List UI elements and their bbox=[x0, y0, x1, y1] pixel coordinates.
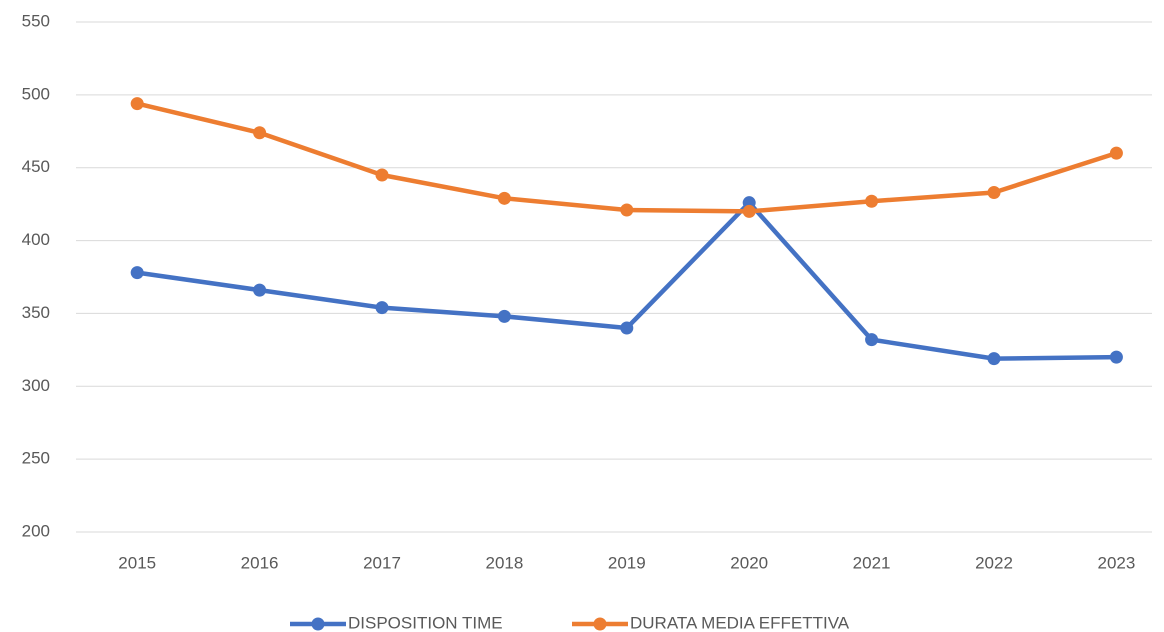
data-point bbox=[130, 97, 144, 111]
data-point bbox=[1109, 146, 1123, 160]
y-tick-label: 450 bbox=[22, 157, 50, 176]
legend-label: DURATA MEDIA EFFETTIVA bbox=[630, 613, 850, 632]
data-point bbox=[253, 126, 267, 140]
y-tick-label: 200 bbox=[22, 521, 50, 540]
series-line bbox=[136, 101, 1118, 214]
y-tick-label: 300 bbox=[22, 376, 50, 395]
x-tick-label: 2023 bbox=[1097, 553, 1135, 572]
data-point bbox=[130, 266, 144, 280]
legend-label: DISPOSITION TIME bbox=[348, 613, 503, 632]
data-point bbox=[1109, 350, 1123, 364]
series-line bbox=[136, 200, 1117, 361]
data-point bbox=[865, 333, 879, 347]
data-point bbox=[375, 168, 389, 182]
legend-marker bbox=[311, 617, 325, 631]
y-tick-label: 550 bbox=[22, 11, 50, 30]
data-point bbox=[742, 204, 756, 218]
data-point bbox=[987, 185, 1001, 199]
data-point bbox=[497, 191, 511, 205]
data-point bbox=[620, 321, 634, 335]
x-tick-label: 2015 bbox=[118, 553, 156, 572]
y-tick-label: 350 bbox=[22, 303, 50, 322]
legend-marker bbox=[593, 617, 607, 631]
data-point bbox=[375, 301, 389, 315]
x-tick-label: 2022 bbox=[975, 553, 1013, 572]
x-tick-label: 2019 bbox=[608, 553, 646, 572]
x-tick-label: 2016 bbox=[241, 553, 279, 572]
y-tick-label: 400 bbox=[22, 230, 50, 249]
x-tick-label: 2021 bbox=[853, 553, 891, 572]
data-point bbox=[865, 194, 879, 208]
y-tick-label: 500 bbox=[22, 84, 50, 103]
y-tick-label: 250 bbox=[22, 449, 50, 468]
data-point bbox=[253, 283, 267, 297]
data-point bbox=[620, 203, 634, 217]
x-tick-label: 2017 bbox=[363, 553, 401, 572]
data-point bbox=[987, 352, 1001, 366]
x-tick-label: 2020 bbox=[730, 553, 768, 572]
data-point bbox=[497, 309, 511, 323]
x-tick-label: 2018 bbox=[485, 553, 523, 572]
